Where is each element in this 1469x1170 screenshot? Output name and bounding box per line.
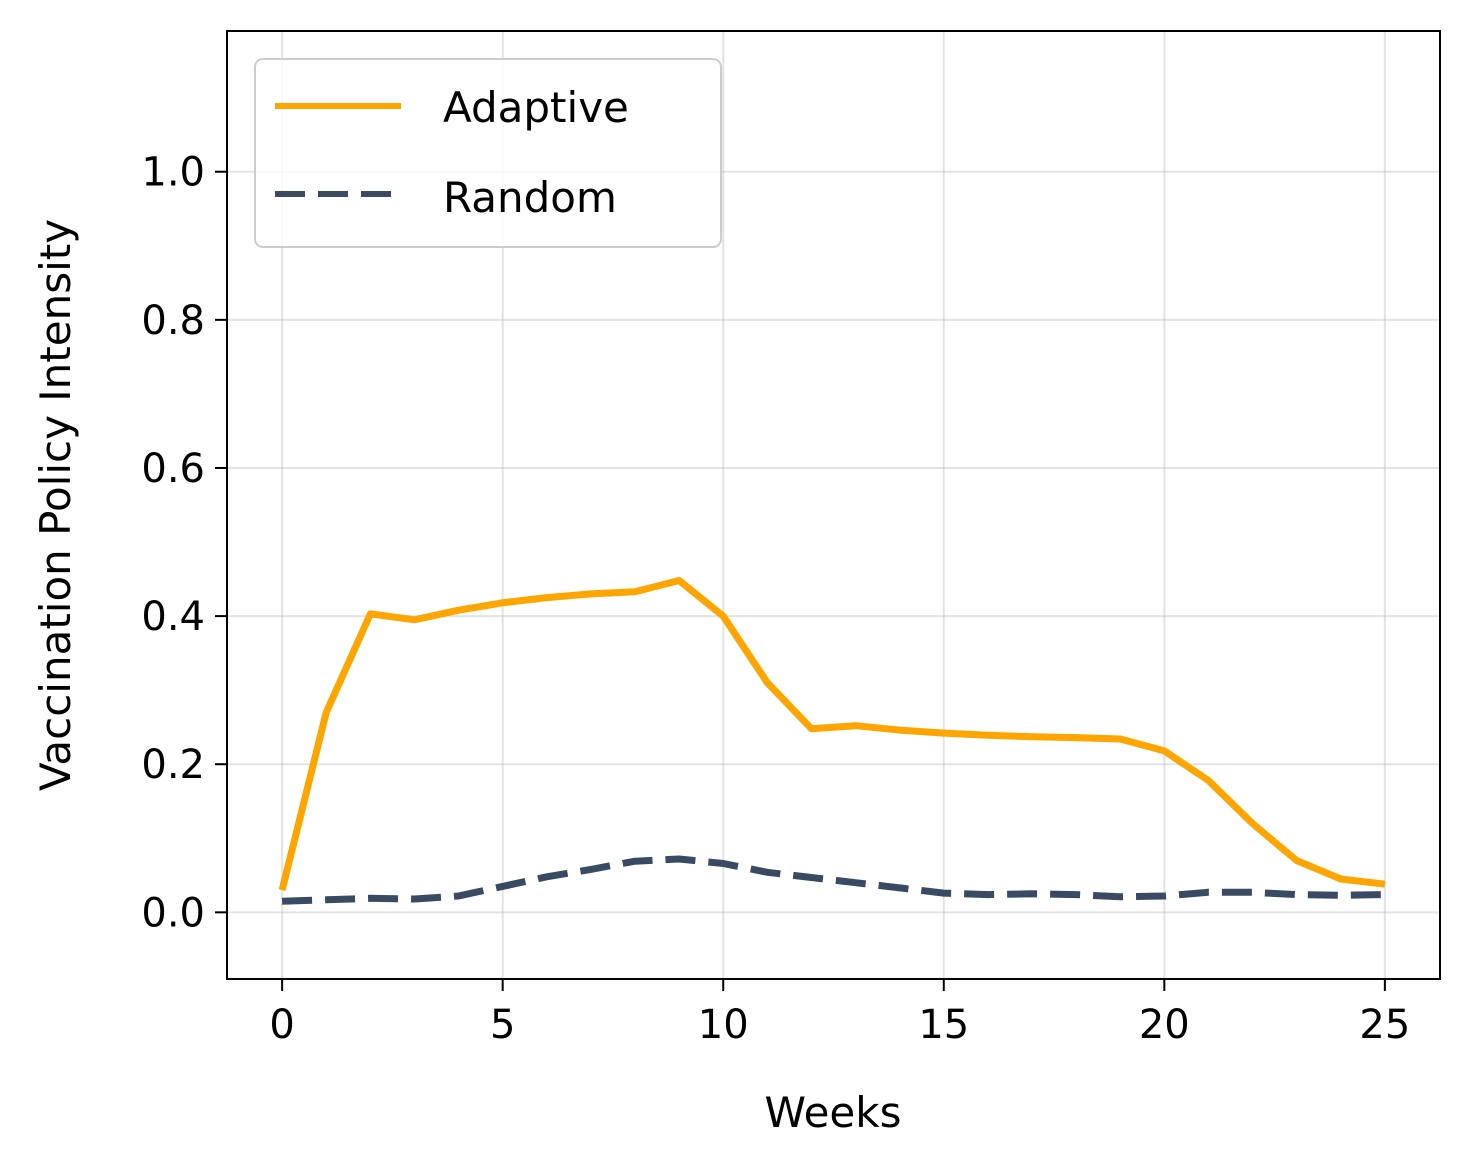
series-lines [278, 577, 1386, 905]
legend-label-random: Random [443, 173, 617, 222]
legend: Adaptive Random [254, 58, 722, 248]
y-tick-label: 0.2 [141, 742, 205, 788]
x-tick-label: 15 [918, 1002, 969, 1048]
legend-label-adaptive: Adaptive [443, 83, 629, 132]
y-axis-label: Vaccination Policy Intensity [31, 219, 80, 791]
series-line-random [281, 855, 1385, 905]
y-tick-label: 1.0 [141, 150, 205, 196]
y-tick-label: 0.0 [141, 890, 205, 936]
y-tick-label: 0.4 [141, 594, 205, 640]
y-tick-label: 0.6 [141, 446, 205, 492]
x-tick-label: 0 [269, 1002, 294, 1048]
x-tick-label: 20 [1139, 1002, 1190, 1048]
series-line-adaptive [278, 577, 1386, 891]
x-axis-label: Weeks [765, 1088, 902, 1137]
y-tick-label: 0.8 [141, 298, 205, 344]
plot-frame [226, 30, 1441, 980]
x-tick-label: 5 [490, 1002, 515, 1048]
x-tick-label: 25 [1359, 1002, 1410, 1048]
x-tick-label: 10 [698, 1002, 749, 1048]
axis-ticks: 0 5 10 15 20 25 0.0 0.2 0.4 0.6 0.8 1.0 [141, 150, 1410, 1048]
